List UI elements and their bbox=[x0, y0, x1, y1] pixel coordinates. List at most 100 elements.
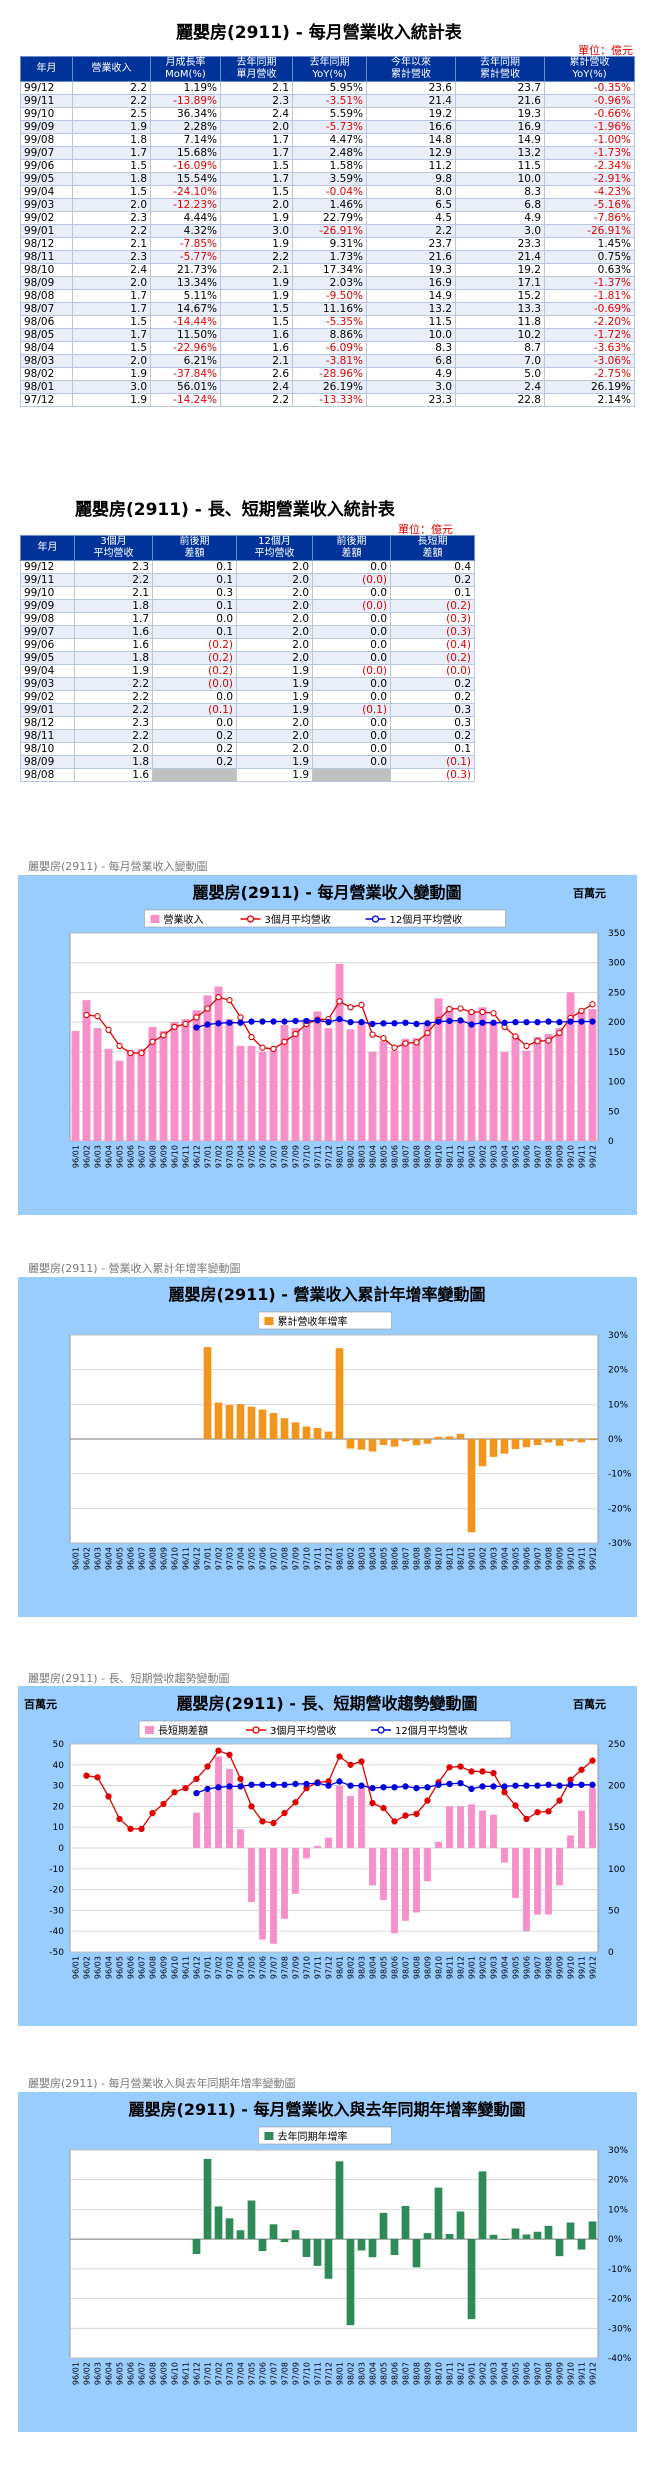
series-point bbox=[336, 1778, 343, 1785]
bar bbox=[104, 1048, 113, 1141]
table-cell: -28.96% bbox=[292, 367, 367, 381]
table-cell: -5.16% bbox=[544, 198, 635, 212]
table-cell: 23.6 bbox=[366, 81, 456, 95]
x-tick-label: 96/10 bbox=[171, 1145, 180, 1168]
table-row: 98/11 2.3 -5.77% 2.2 1.73% 21.6 21.4 0.75% bbox=[20, 250, 635, 264]
series-point bbox=[446, 1780, 453, 1788]
table-cell: 99/02 bbox=[20, 690, 75, 704]
bar bbox=[379, 2212, 388, 2240]
x-tick-label: 99/06 bbox=[523, 1547, 532, 1570]
table-cell: 2.0 bbox=[236, 729, 313, 743]
series-point bbox=[567, 1776, 574, 1783]
bar bbox=[314, 1845, 321, 1848]
chart-unit-label: 百萬元 bbox=[24, 1697, 57, 1711]
table-cell: 0.4 bbox=[390, 560, 475, 574]
x-tick-label: 98/06 bbox=[391, 1145, 400, 1168]
series-point bbox=[446, 1005, 453, 1013]
series-point bbox=[578, 1007, 585, 1015]
bar bbox=[357, 2239, 366, 2251]
table-cell: 11.16% bbox=[292, 302, 367, 316]
table-cell: 1.9 bbox=[220, 211, 293, 225]
series-point bbox=[490, 1783, 497, 1790]
column-header-line: 差額 bbox=[184, 548, 205, 559]
series-point bbox=[457, 1017, 464, 1024]
series-point bbox=[149, 1809, 156, 1817]
x-tick-label: 98/02 bbox=[347, 2362, 356, 2385]
y-tick-label: 0% bbox=[608, 1435, 623, 1445]
table-cell: 98/12 bbox=[20, 716, 75, 730]
bar bbox=[71, 1031, 80, 1141]
series-point bbox=[380, 1020, 387, 1027]
table-cell: 6.8 bbox=[455, 198, 545, 212]
bar bbox=[588, 1009, 597, 1141]
series-point bbox=[391, 1020, 398, 1027]
x-tick-label: 99/02 bbox=[479, 1547, 488, 1570]
x-tick-label: 96/04 bbox=[105, 1547, 114, 1570]
bar bbox=[390, 1439, 399, 1447]
table-cell: 2.0 bbox=[236, 599, 313, 613]
table-cell: 2.3 bbox=[72, 250, 151, 264]
legend-box bbox=[138, 1720, 512, 1739]
series-point bbox=[83, 1011, 90, 1019]
series-point bbox=[292, 1780, 299, 1788]
legend-label: 累計營收年增率 bbox=[278, 1315, 348, 1328]
table-cell: 2.3 bbox=[74, 560, 153, 574]
table-cell: 2.6 bbox=[220, 367, 293, 381]
table-cell: -0.66% bbox=[544, 107, 635, 121]
x-tick-label: 96/11 bbox=[182, 1547, 191, 1570]
bar bbox=[357, 1022, 366, 1141]
x-tick-label: 98/02 bbox=[347, 1547, 356, 1570]
table-cell: 21.73% bbox=[150, 263, 221, 277]
column-header: 前後期 差額 bbox=[312, 535, 391, 561]
x-tick-label: 97/04 bbox=[237, 1547, 246, 1570]
table-cell: (0.2) bbox=[152, 664, 237, 678]
bar bbox=[346, 1439, 355, 1449]
x-tick-label: 96/12 bbox=[193, 2362, 202, 2385]
table-cell: 1.9 bbox=[220, 237, 293, 251]
x-tick-label: 99/08 bbox=[545, 1956, 554, 1979]
x-tick-label: 98/08 bbox=[413, 1145, 422, 1168]
bar bbox=[258, 2239, 267, 2252]
x-tick-label: 97/06 bbox=[259, 1547, 268, 1570]
table-cell: -5.77% bbox=[150, 250, 221, 264]
table-cell: 0.3 bbox=[390, 703, 475, 717]
table-cell: 2.0 bbox=[236, 651, 313, 665]
legend-label: 12個月平均營收 bbox=[395, 1724, 468, 1737]
bar bbox=[280, 1025, 289, 1141]
y-tick-label: -20% bbox=[608, 2295, 632, 2305]
table-cell: -2.20% bbox=[544, 315, 635, 329]
x-tick-label: 97/08 bbox=[281, 1547, 290, 1570]
bar bbox=[434, 2187, 443, 2240]
x-tick-label: 98/08 bbox=[413, 1547, 422, 1570]
table-row: 98/01 3.0 56.01% 2.4 26.19% 3.0 2.4 26.19% bbox=[20, 380, 635, 394]
series-point bbox=[578, 1766, 585, 1773]
table-cell: 1.5 bbox=[220, 185, 293, 199]
x-tick-label: 99/08 bbox=[545, 1547, 554, 1570]
table-cell: 8.7 bbox=[455, 341, 545, 355]
table-cell: 98/08 bbox=[20, 289, 73, 303]
series-point bbox=[523, 1042, 530, 1050]
bar bbox=[379, 1439, 388, 1445]
table-row: 99/07 1.6 0.1 2.0 0.0 (0.3) bbox=[20, 625, 475, 639]
table-cell: 98/06 bbox=[20, 315, 73, 329]
x-tick-label: 98/09 bbox=[424, 1145, 433, 1168]
table-cell: 99/01 bbox=[20, 703, 75, 717]
x-tick-label: 97/03 bbox=[226, 1956, 235, 1979]
table-cell: 2.03% bbox=[292, 276, 367, 290]
series-point bbox=[589, 1757, 596, 1764]
table-cell: 0.1 bbox=[390, 742, 475, 756]
x-tick-label: 96/07 bbox=[138, 1956, 147, 1979]
bar bbox=[368, 1051, 377, 1141]
bar bbox=[522, 1050, 531, 1141]
bar bbox=[93, 1028, 102, 1141]
series-point bbox=[303, 1780, 310, 1788]
bar bbox=[258, 1051, 267, 1141]
y-tick-label: 250 bbox=[608, 1740, 625, 1750]
series-point bbox=[237, 1783, 244, 1790]
x-tick-label: 98/12 bbox=[457, 1956, 466, 1979]
series-point bbox=[215, 1784, 222, 1791]
table-cell: 3.59% bbox=[292, 172, 367, 186]
y-tick-label: 0 bbox=[58, 1844, 64, 1854]
series-point bbox=[259, 1781, 266, 1788]
column-header: 累計營收 YoY(%) bbox=[544, 56, 635, 82]
